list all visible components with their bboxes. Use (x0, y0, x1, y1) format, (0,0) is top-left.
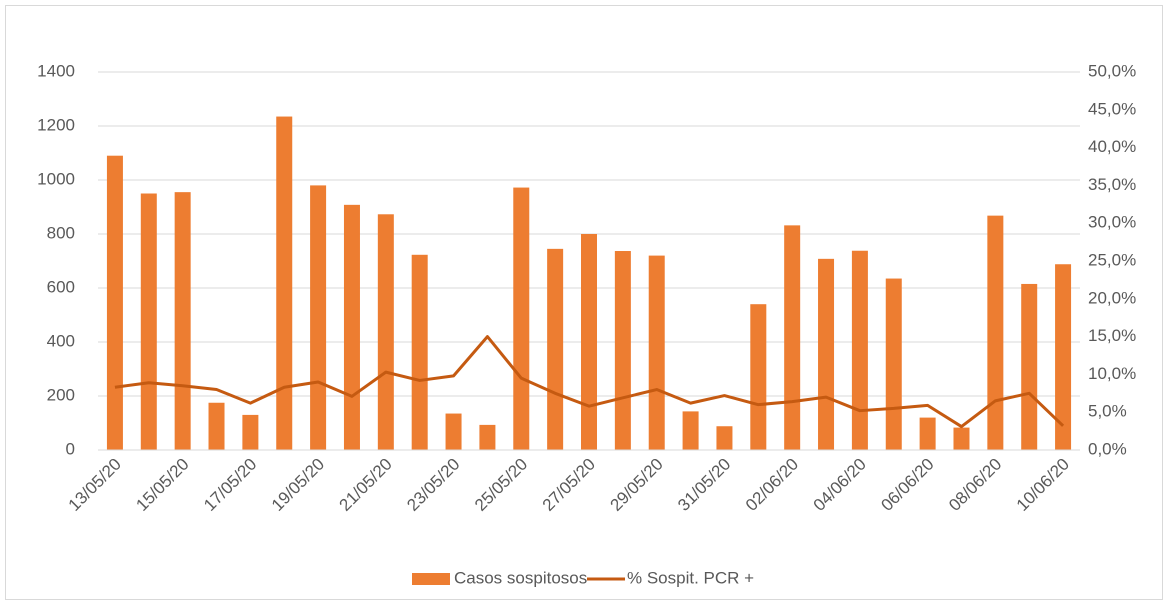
bar (581, 234, 597, 450)
y-tick-label: 200 (47, 385, 75, 404)
y-tick-label: 1400 (37, 61, 75, 80)
bar (276, 116, 293, 451)
bar (987, 215, 1004, 450)
bar (614, 251, 631, 450)
y-tick-label: 1000 (37, 169, 75, 188)
bar (411, 254, 428, 450)
bar (953, 427, 970, 450)
y-tick-label: 0 (66, 439, 75, 458)
bar (513, 187, 530, 450)
legend-label: Casos sospitosos (454, 568, 587, 587)
bar (682, 411, 699, 450)
y-tick-label: 800 (47, 223, 75, 242)
bar (784, 225, 801, 450)
bar (174, 192, 191, 450)
y2-tick-label: 30,0% (1088, 213, 1136, 232)
bar (1055, 264, 1072, 450)
y2-tick-label: 15,0% (1088, 326, 1136, 345)
bar (140, 193, 157, 450)
y2-tick-label: 20,0% (1088, 288, 1136, 307)
y2-tick-label: 5,0% (1088, 402, 1127, 421)
y2-tick-label: 50,0% (1088, 61, 1136, 80)
bar (208, 402, 225, 450)
y2-tick-label: 35,0% (1088, 175, 1136, 194)
legend-label: % Sospit. PCR + (627, 568, 754, 587)
y-tick-label: 1200 (37, 115, 75, 134)
bar (1021, 283, 1038, 450)
bar (445, 413, 462, 450)
bar (716, 426, 733, 450)
bar (851, 250, 868, 450)
bar (818, 258, 835, 450)
y2-tick-label: 25,0% (1088, 250, 1136, 269)
bar (648, 255, 665, 450)
bar (106, 155, 123, 450)
bar (750, 304, 767, 450)
bar (479, 424, 496, 450)
legend-swatch (412, 573, 450, 585)
bar (343, 204, 360, 450)
bar (885, 278, 902, 450)
line (114, 335, 1065, 429)
y2-tick-label: 40,0% (1088, 137, 1136, 156)
y2-tick-label: 0,0% (1088, 439, 1127, 458)
bar (919, 417, 936, 450)
y2-tick-label: 45,0% (1088, 99, 1136, 118)
bar (377, 214, 394, 450)
y-tick-label: 600 (47, 277, 75, 296)
y2-tick-label: 10,0% (1088, 364, 1136, 383)
bar (547, 248, 564, 450)
bar (242, 414, 259, 450)
y-tick-label: 400 (47, 331, 75, 350)
bar (310, 185, 327, 450)
